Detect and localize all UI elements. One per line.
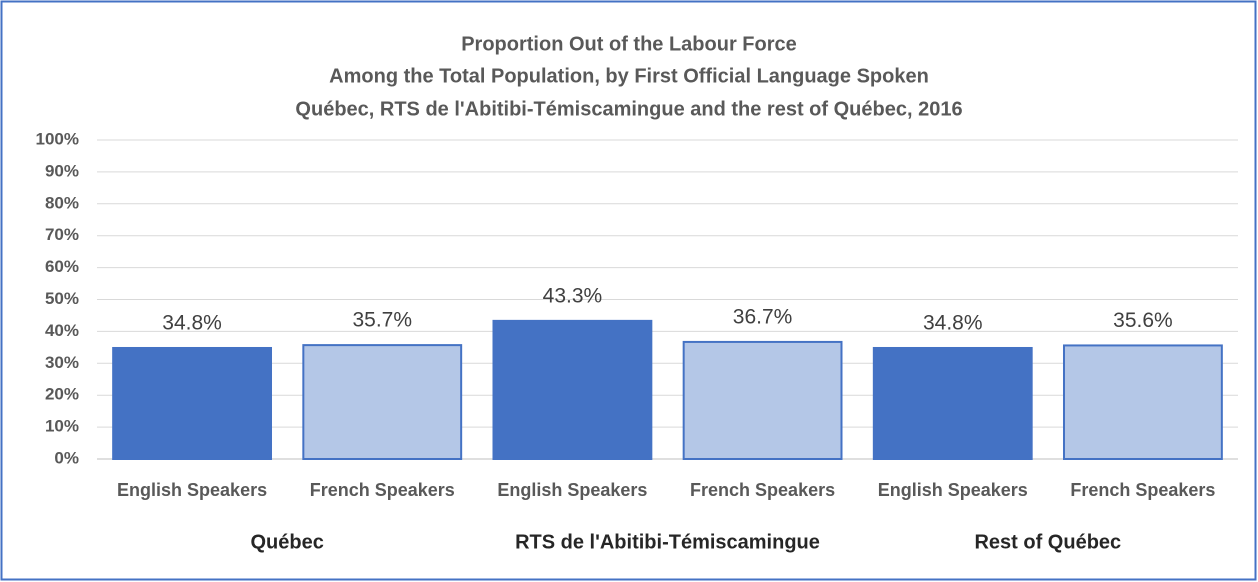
- value-label: 36.7%: [733, 305, 793, 328]
- y-tick-label: 40%: [45, 321, 79, 340]
- value-label: 34.8%: [923, 312, 983, 335]
- value-label: 34.8%: [162, 312, 222, 335]
- value-label: 43.3%: [543, 284, 603, 307]
- value-label: 35.6%: [1113, 309, 1173, 332]
- y-tick-label: 10%: [45, 417, 79, 436]
- x-tick-label: English Speakers: [117, 480, 267, 500]
- y-tick-label: 0%: [54, 448, 79, 467]
- group-label: Rest of Québec: [974, 531, 1121, 553]
- bar: [112, 346, 273, 461]
- y-tick-label: 20%: [45, 385, 79, 404]
- group-label: Québec: [250, 531, 323, 553]
- bar: [492, 319, 653, 460]
- y-tick-label: 80%: [45, 193, 79, 212]
- bar: [872, 346, 1033, 461]
- chart-title: Proportion Out of the Labour Force: [461, 33, 797, 55]
- x-tick-label: English Speakers: [497, 480, 647, 500]
- y-tick-label: 100%: [36, 129, 79, 148]
- x-tick-label: French Speakers: [690, 480, 835, 500]
- bar: [302, 344, 463, 461]
- y-tick-label: 50%: [45, 289, 79, 308]
- bar: [1062, 344, 1223, 461]
- x-tick-label: French Speakers: [310, 480, 455, 500]
- chart-subtitle: Among the Total Population, by First Off…: [329, 65, 929, 87]
- y-tick-label: 60%: [45, 257, 79, 276]
- bar: [682, 340, 843, 460]
- value-label: 35.7%: [352, 309, 412, 332]
- group-label: RTS de l'Abitibi-Témiscamingue: [515, 531, 820, 553]
- x-tick-label: French Speakers: [1070, 480, 1215, 500]
- y-tick-label: 30%: [45, 353, 79, 372]
- y-tick-label: 90%: [45, 161, 79, 180]
- chart-subtitle: Québec, RTS de l'Abitibi-Témiscamingue a…: [295, 98, 962, 120]
- x-tick-label: English Speakers: [878, 480, 1028, 500]
- y-tick-label: 70%: [45, 225, 79, 244]
